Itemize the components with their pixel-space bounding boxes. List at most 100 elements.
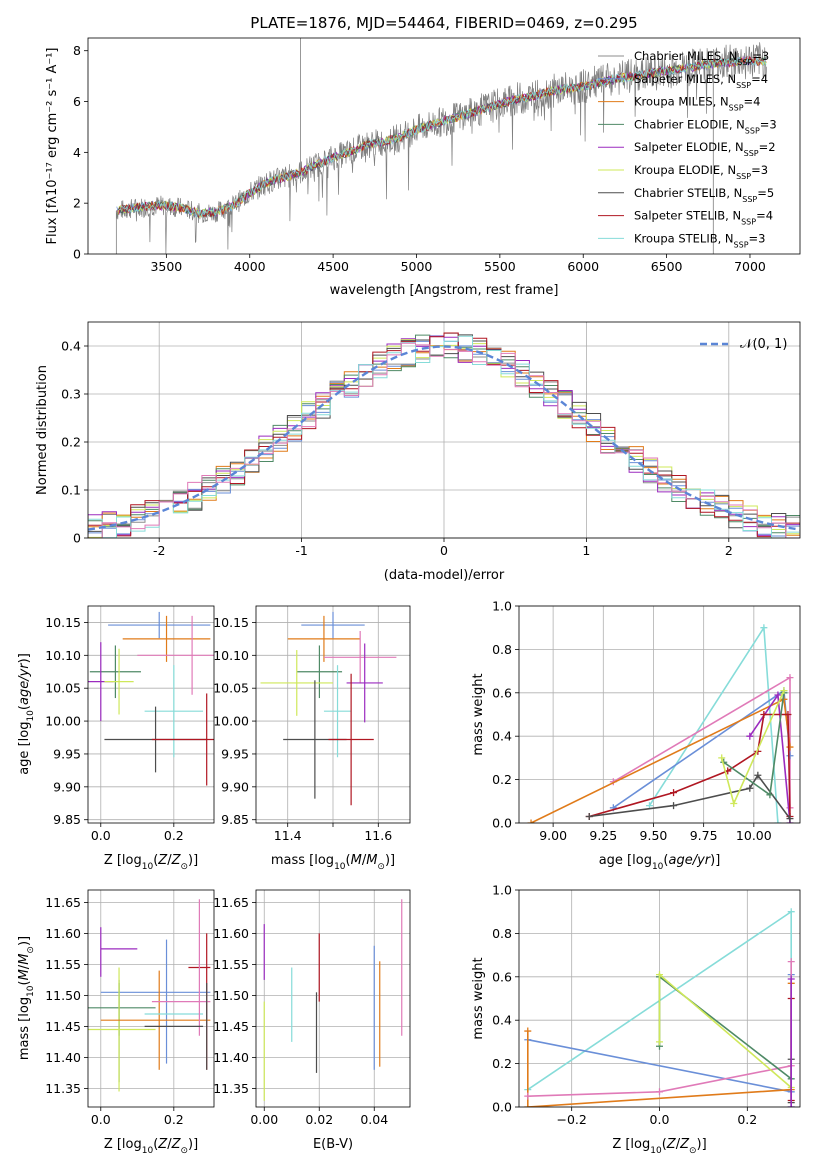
mass-EBV-xtick-label: 0.04 [360,1112,388,1127]
age-mass-ytick-label: 9.95 [221,746,249,761]
legend-label: Chabrier MILES, NSSP=3 [634,49,769,67]
residuals-xtick-label: -2 [153,543,165,558]
mass-EBV-ytick-label: 11.50 [213,988,249,1003]
weight-Z-ytick-label: 0.8 [492,926,512,941]
residuals-ytick-label: 0.3 [61,387,81,402]
residuals-ylabel: Normed distribution [35,365,50,495]
weight-marker [787,1103,795,1107]
mass-Z-ytick-label: 11.45 [45,1019,81,1034]
age-Z-xlabel: Z [log10(Z/Z⊙)] [104,853,198,872]
weight-marker [656,1038,663,1046]
age-mass-axes: 11.4 11.6 9.85 9.90 9.95 10.00 10.05 10.10 10.15 [213,606,410,843]
spectrum-xtick-label: 3500 [150,259,182,274]
spectrum-xtick-label: 6500 [651,259,683,274]
mass-EBV-axes: 0.00 0.02 0.04 11.35 11.40 11.45 11.50 11.55 11.… [213,890,410,1127]
weight-age-xtick-label: 10.00 [736,828,772,843]
weight-marker [784,711,792,718]
age-Z-ytick-label: 10.00 [45,714,81,729]
weight-age-ytick-label: 0.0 [492,816,512,831]
mass-Z-points [88,899,211,1092]
weight-age-ytick-label: 0.2 [492,772,512,787]
residuals-frame [87,321,801,539]
weight-age-frame [518,605,801,824]
weight-Z-ylabel: mass weight [471,957,486,1039]
weight-marker [656,971,663,979]
weight-age-ytick-label: 0.4 [492,729,512,744]
weight-marker [786,674,794,682]
spectrum-xtick-label: 4000 [234,259,266,274]
weight-age-xtick-label: 9.75 [690,828,718,843]
weight-marker [786,743,794,751]
mass-EBV-xlabel: E(B-V) [313,1137,353,1152]
mass-Z-ytick-label: 11.50 [45,988,81,1003]
spectrum-legend: Chabrier MILES, NSSP=3 Salpeter MILES, NS… [598,49,777,249]
mass-Z-ytick-label: 11.35 [45,1081,81,1096]
weight-Z-axes: −0.2 0.0 0.2 0.0 0.2 0.4 0.6 0.8 1.0 [492,883,800,1127]
weight-Z-series [524,908,795,1107]
age-Z-ytick-label: 10.10 [45,648,81,663]
mass-EBV-ytick-label: 11.65 [213,895,249,910]
weight-marker [760,711,768,718]
weight-age-axes: 9.00 9.25 9.50 9.75 10.00 0.0 0.2 0.4 0.6 0.8 1.0 [492,599,800,843]
spectrum-ytick-label: 2 [73,196,81,211]
mass-EBV-xtick-label: 0.00 [250,1112,278,1127]
age-Z-xtick-label: 0.0 [91,828,111,843]
age-mass-ytick-label: 10.00 [213,714,249,729]
residuals-ytick-label: 0.1 [61,483,81,498]
mass-Z-frame [87,889,215,1108]
weight-age-series [527,624,794,823]
age-mass-xtick-label: 11.4 [274,828,302,843]
age-Z-xtick-label: 0.2 [164,828,184,843]
residuals-ytick-label: 0.2 [61,435,81,450]
weight-Z-xlabel: Z [log10(Z/Z⊙)] [612,1137,706,1156]
weight-Z-ytick-label: 0.4 [492,1013,512,1028]
age-mass-ytick-label: 10.15 [213,615,249,630]
weight-marker [527,819,535,823]
weight-age-xlabel: age [log10(age/yr)] [599,853,721,872]
weight-marker [760,624,768,632]
age-mass-ytick-label: 9.85 [221,812,249,827]
age-Z-points [88,611,214,786]
spectrum-ytick-label: 0 [73,247,81,262]
weight-marker [670,789,678,797]
age-Z-ylabel: age [log10(age/yr)] [17,653,36,775]
mass-Z-xtick-label: 0.0 [91,1112,111,1127]
weight-Z-xtick-label: −0.2 [557,1112,587,1127]
mass-EBV-points [263,899,403,1101]
residual-hist-line [88,342,800,538]
legend-label: Salpeter MILES, NSSP=4 [634,72,768,90]
weight-marker [774,691,782,699]
mass-Z-ytick-label: 11.40 [45,1050,81,1065]
residuals-xlabel: (data-model)/error [384,568,505,583]
weight-age-ytick-label: 1.0 [492,599,512,614]
weight-age-ytick-label: 0.8 [492,642,512,657]
weight-series-line [589,773,791,820]
weight-Z-frame [518,889,801,1108]
mass-EBV-ytick-label: 11.35 [213,1081,249,1096]
mass-EBV-ytick-label: 11.45 [213,1019,249,1034]
spectrum-frame [87,37,801,255]
spectrum-xlabel: wavelength [Angstrom, rest frame] [330,283,559,298]
age-mass-xlabel: mass [log10(M/M⊙)] [271,853,395,872]
weight-Z-ytick-label: 0.2 [492,1056,512,1071]
mass-EBV-ytick-label: 11.60 [213,926,249,941]
weight-marker [746,732,754,740]
age-mass-frame [255,605,411,824]
normal-curve [88,345,800,531]
weight-Z-xtick-label: 0.0 [650,1112,670,1127]
weight-marker [670,802,678,810]
age-Z-ytick-label: 9.90 [53,779,81,794]
weight-Z-ytick-label: 0.0 [492,1100,512,1115]
weight-marker [524,1103,532,1107]
residuals-xtick-label: -1 [295,543,307,558]
age-Z-ytick-label: 9.95 [53,746,81,761]
weight-series-line [530,698,791,823]
age-mass-ytick-label: 9.90 [221,779,249,794]
mass-EBV-xtick-label: 0.02 [305,1112,333,1127]
spectrum-xtick-label: 5500 [484,259,516,274]
weight-marker [730,799,738,807]
weight-marker [787,908,795,916]
weight-Z-ytick-label: 0.6 [492,969,512,984]
weight-marker [524,1092,532,1100]
